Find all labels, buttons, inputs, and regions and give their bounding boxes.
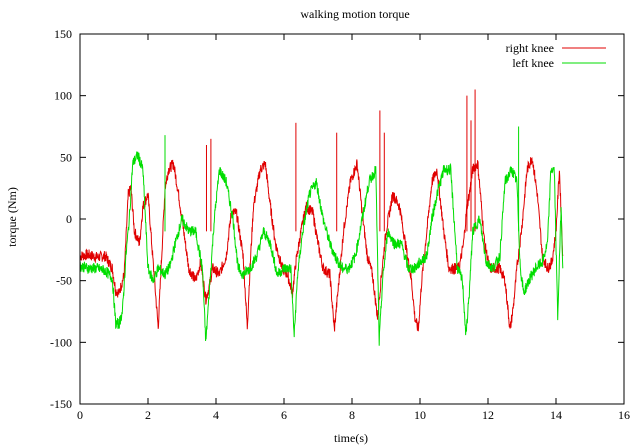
y-tick-label: -100 — [50, 335, 72, 349]
x-tick-label: 0 — [77, 408, 83, 422]
y-axis-label: torque (Nm) — [5, 187, 19, 247]
y-tick-label: 0 — [66, 212, 72, 226]
x-tick-label: 8 — [349, 408, 355, 422]
legend-label: left knee — [512, 56, 554, 70]
x-tick-label: 14 — [550, 408, 562, 422]
plot-lines — [79, 89, 564, 346]
y-tick-label: 100 — [54, 89, 72, 103]
series-line-right-knee — [79, 157, 564, 332]
y-tick-label: 50 — [60, 150, 72, 164]
x-tick-label: 6 — [281, 408, 287, 422]
series-line-left-knee — [79, 151, 564, 346]
x-tick-label: 12 — [482, 408, 494, 422]
x-tick-label: 16 — [618, 408, 630, 422]
y-tick-label: 150 — [54, 27, 72, 41]
plot-frame — [79, 33, 625, 405]
chart-title: walking motion torque — [300, 7, 409, 21]
x-tick-label: 2 — [145, 408, 151, 422]
y-tick-label: -150 — [50, 397, 72, 411]
x-tick-label: 4 — [213, 408, 219, 422]
y-tick-label: -50 — [56, 274, 72, 288]
x-axis-label: time(s) — [334, 431, 368, 445]
x-tick-label: 10 — [414, 408, 426, 422]
axis-ticks: 0 2 4 6 8 10 12 14 16 -150 -100 -50 0 50 100 150 — [50, 27, 630, 422]
legend-label: right knee — [506, 41, 554, 55]
